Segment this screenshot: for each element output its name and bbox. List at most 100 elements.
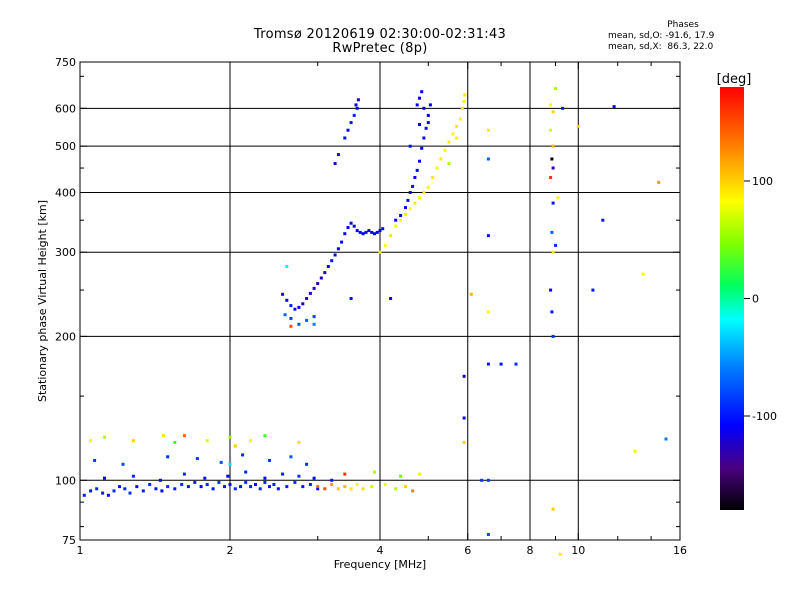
axis-ticks: 1 2 4 6 8 10 16 75 100 200 300 400 500 600 750 bbox=[55, 56, 687, 557]
echo-point bbox=[370, 485, 374, 489]
echo-point bbox=[323, 271, 327, 275]
echo-point bbox=[424, 126, 428, 130]
colorbar-tick-label: 100 bbox=[752, 175, 773, 188]
echo-point bbox=[346, 226, 350, 229]
echo-point bbox=[422, 136, 426, 140]
echo-point bbox=[633, 449, 637, 453]
echo-point bbox=[447, 162, 451, 165]
echo-point bbox=[354, 103, 358, 107]
echo-point bbox=[333, 162, 337, 165]
echo-point bbox=[349, 297, 353, 300]
echo-point bbox=[411, 489, 415, 493]
echo-point bbox=[549, 128, 553, 132]
echo-point bbox=[326, 265, 330, 268]
echo-point bbox=[486, 128, 490, 132]
echo-point bbox=[556, 196, 560, 200]
echo-point bbox=[373, 232, 376, 236]
echo-point bbox=[166, 485, 170, 489]
echo-point bbox=[239, 485, 243, 489]
echo-point bbox=[323, 487, 327, 491]
echo-point bbox=[463, 93, 467, 97]
colorbar-label: [deg] bbox=[717, 72, 752, 87]
x-tick-label: 6 bbox=[464, 544, 471, 557]
echo-point bbox=[297, 474, 301, 478]
y-tick-label: 300 bbox=[55, 246, 76, 259]
echo-point bbox=[554, 87, 557, 90]
echo-point bbox=[601, 218, 605, 222]
echo-point bbox=[554, 243, 557, 247]
plot-header: Tromsø 20120619 02:30:00-02:31:43 RwPret… bbox=[180, 28, 580, 56]
echo-point bbox=[418, 96, 421, 100]
echo-point bbox=[289, 324, 293, 328]
echo-point bbox=[408, 191, 412, 194]
phase-stats-title: Phases bbox=[667, 20, 699, 30]
echo-point bbox=[249, 439, 253, 443]
echo-point bbox=[93, 459, 97, 462]
echo-point bbox=[641, 272, 645, 276]
echo-point bbox=[413, 201, 417, 205]
echo-point bbox=[435, 166, 439, 170]
echo-point bbox=[223, 485, 226, 489]
echo-point bbox=[404, 485, 407, 489]
echo-point bbox=[343, 232, 347, 236]
echo-point bbox=[426, 113, 430, 117]
echo-point bbox=[281, 292, 285, 296]
echo-point bbox=[462, 100, 466, 103]
echo-point bbox=[173, 440, 177, 444]
echo-point bbox=[312, 476, 316, 480]
echo-point bbox=[549, 176, 553, 179]
echo-point bbox=[355, 483, 359, 486]
echo-point bbox=[305, 318, 309, 322]
echo-point bbox=[121, 462, 125, 466]
echo-point bbox=[233, 487, 237, 491]
echo-point bbox=[486, 310, 490, 314]
echo-point bbox=[383, 483, 387, 486]
echo-point bbox=[367, 229, 371, 233]
echo-point bbox=[418, 159, 421, 163]
y-tick-label: 500 bbox=[55, 140, 76, 153]
echo-point bbox=[312, 322, 316, 326]
echo-point bbox=[158, 478, 162, 482]
echo-point bbox=[180, 483, 184, 486]
echo-point bbox=[370, 230, 374, 234]
echo-point bbox=[106, 493, 110, 497]
echo-point bbox=[447, 140, 451, 144]
echo-point bbox=[285, 265, 289, 268]
echo-point bbox=[551, 110, 555, 114]
echo-point bbox=[128, 491, 132, 495]
echo-point bbox=[301, 485, 305, 489]
echo-point bbox=[343, 485, 347, 489]
echo-point bbox=[664, 437, 668, 441]
echo-point bbox=[161, 434, 165, 438]
x-tick-label: 4 bbox=[377, 544, 384, 557]
echo-point bbox=[399, 218, 403, 222]
echo-point bbox=[418, 472, 421, 476]
echo-point bbox=[316, 485, 320, 489]
grid-lines bbox=[80, 62, 680, 540]
echo-point bbox=[336, 487, 340, 491]
y-tick-label: 200 bbox=[55, 330, 76, 343]
echo-point bbox=[455, 136, 459, 140]
echo-point bbox=[305, 462, 309, 466]
echo-point bbox=[95, 487, 99, 491]
echo-point bbox=[549, 103, 553, 107]
echo-point bbox=[462, 374, 466, 378]
y-tick-label: 750 bbox=[55, 56, 76, 69]
echo-point bbox=[330, 259, 334, 263]
echo-point bbox=[486, 362, 490, 366]
echo-point bbox=[426, 185, 430, 189]
echo-point bbox=[460, 106, 464, 110]
y-tick-label: 75 bbox=[62, 534, 76, 547]
echo-point bbox=[343, 136, 347, 140]
echo-point bbox=[219, 460, 223, 464]
echo-point bbox=[404, 206, 407, 210]
echo-point bbox=[336, 153, 340, 157]
echo-point bbox=[263, 480, 267, 484]
echo-point bbox=[349, 121, 353, 125]
echo-point bbox=[383, 243, 387, 247]
echo-point bbox=[340, 240, 344, 244]
echo-point bbox=[411, 184, 415, 188]
echo-point bbox=[166, 455, 170, 459]
echo-point bbox=[591, 288, 595, 292]
echo-point bbox=[244, 470, 248, 474]
